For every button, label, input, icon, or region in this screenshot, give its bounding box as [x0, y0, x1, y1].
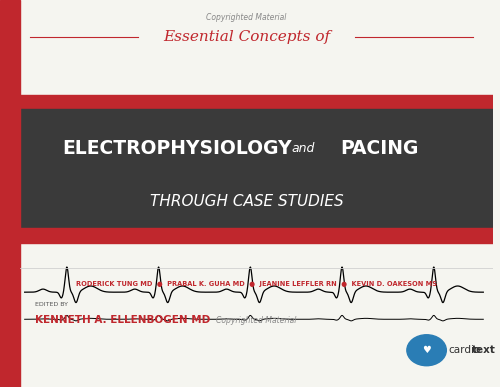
Text: ♥: ♥	[422, 345, 431, 355]
Text: Copyrighted Material: Copyrighted Material	[216, 316, 296, 325]
Text: EDITED BY: EDITED BY	[34, 303, 68, 307]
Text: Copyrighted Material: Copyrighted Material	[206, 13, 287, 22]
Text: KENNETH A. ELLENBOGEN MD: KENNETH A. ELLENBOGEN MD	[34, 315, 210, 325]
Bar	[20, 243, 493, 387]
Text: THROUGH CASE STUDIES: THROUGH CASE STUDIES	[150, 194, 344, 209]
Bar	[0, 0, 20, 387]
Bar	[20, 109, 493, 228]
Text: cardio: cardio	[449, 345, 481, 355]
Text: text: text	[472, 345, 496, 355]
Bar	[20, 95, 493, 109]
Text: Essential Concepts of: Essential Concepts of	[163, 30, 330, 44]
Text: PACING: PACING	[340, 139, 419, 159]
Text: ELECTROPHYSIOLOGY: ELECTROPHYSIOLOGY	[62, 139, 292, 159]
Bar	[20, 228, 493, 243]
Bar	[20, 0, 493, 95]
Text: RODERICK TUNG MD  ●  PRABAL K. GUHA MD  ●  JEANINE LEFFLER RN  ●  KEVIN D. OAKES: RODERICK TUNG MD ● PRABAL K. GUHA MD ● J…	[76, 281, 437, 287]
Text: and: and	[292, 142, 315, 156]
Circle shape	[407, 335, 447, 366]
